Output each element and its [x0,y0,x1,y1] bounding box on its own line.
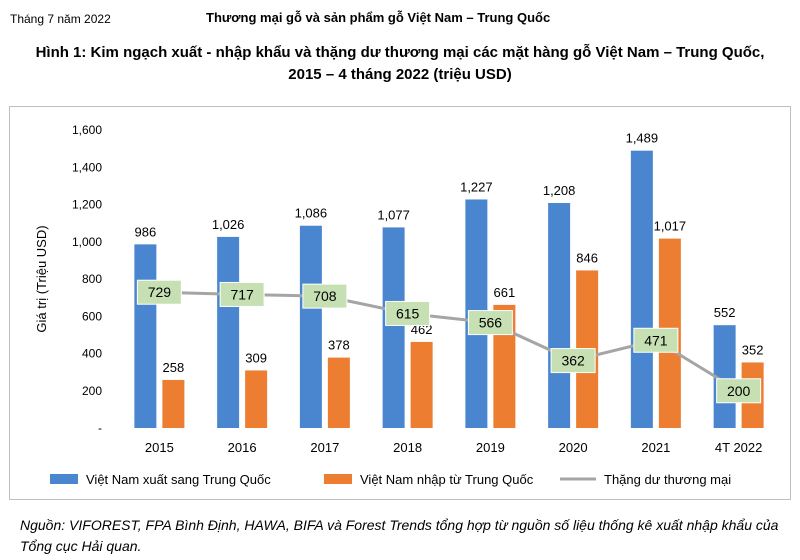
x-tick-label: 2021 [641,440,670,455]
bar-import-label: 352 [742,342,764,357]
bar-import-label: 1,017 [654,219,687,234]
y-tick-label: 200 [82,384,102,398]
bar-export-label: 986 [135,224,157,239]
chart: Giá trị (Triệu USD) - 200 400 600 800 1,000 1,2… [34,123,764,487]
bar-import-label: 309 [245,350,267,365]
y-tick-label: 1,000 [72,235,102,249]
bar-import-label: 258 [163,360,185,375]
surplus-label-box [385,300,431,326]
y-tick-label: 400 [82,347,102,361]
surplus-label-box [633,327,679,353]
bar-import-label: 661 [494,285,516,300]
surplus-label: 708 [313,288,337,304]
figure-title: Hình 1: Kim ngạch xuất - nhập khẩu và th… [0,42,800,86]
surplus-label-box [219,281,265,307]
figure-title-line1: Hình 1: Kim ngạch xuất - nhập khẩu và th… [35,44,765,61]
chart-frame [9,106,791,500]
surplus-label-box [716,378,762,404]
bar-export-label: 1,227 [460,179,493,194]
legend-swatch-export [50,474,78,484]
y-tick-label: 1,200 [72,198,102,212]
bar-export [217,236,240,428]
surplus-label: 200 [727,383,751,399]
bar-import-label: 846 [576,250,598,265]
bar-export [134,244,157,428]
x-tick-label: 2019 [476,440,505,455]
bar-import [327,357,350,428]
bar-export [299,225,322,428]
surplus-label: 471 [644,332,668,348]
surplus-label: 615 [396,305,420,321]
surplus-label-box [302,283,348,309]
bar-export-label: 1,208 [543,183,576,198]
surplus-label: 729 [148,284,172,300]
bar-export [548,203,571,428]
bar-export-label: 1,086 [295,206,328,221]
bar-import [245,370,268,428]
x-tick-label: 2016 [228,440,257,455]
x-tick-label: 2020 [559,440,588,455]
x-tick-label: 2017 [310,440,339,455]
bar-export-label: 1,077 [377,207,410,222]
bar-export-label: 552 [714,305,736,320]
bar-import-label: 378 [328,338,350,353]
legend-label-export: Việt Nam xuất sang Trung Quốc [86,472,271,487]
y-tick-label: 1,600 [72,123,102,137]
y-tick-label: 1,400 [72,160,102,174]
bar-export [630,150,653,428]
header-date: Tháng 7 năm 2022 [10,12,111,26]
bar-import [493,304,516,428]
y-tick-label: - [98,421,102,435]
y-tick-label: 600 [82,309,102,323]
bar-export-label: 1,489 [626,131,659,146]
surplus-label: 717 [230,286,254,302]
legend-label-import: Việt Nam nhập từ Trung Quốc [360,472,534,487]
surplus-label: 566 [479,315,503,331]
legend-swatch-import [324,474,352,484]
header-title: Thương mại gỗ và sản phẩm gỗ Việt Nam – … [206,10,551,25]
x-tick-label: 4T 2022 [715,440,762,455]
figure-title-line2: 2015 – 4 tháng 2022 (triệu USD) [288,66,512,83]
bar-export-label: 1,026 [212,217,245,232]
source-note: Nguồn: VIFOREST, FPA Bình Định, HAWA, BI… [20,517,779,554]
x-tick-label: 2018 [393,440,422,455]
y-tick-label: 800 [82,272,102,286]
y-axis-label: Giá trị (Triệu USD) [34,225,49,332]
legend-label-surplus: Thặng dư thương mại [604,472,731,487]
surplus-label-box [467,310,513,336]
surplus-label: 362 [561,353,585,369]
surplus-label-box [136,279,182,305]
bar-import [162,379,185,428]
surplus-label-box [550,348,596,374]
x-tick-label: 2015 [145,440,174,455]
bar-import [410,341,433,428]
bar-export [382,227,405,428]
